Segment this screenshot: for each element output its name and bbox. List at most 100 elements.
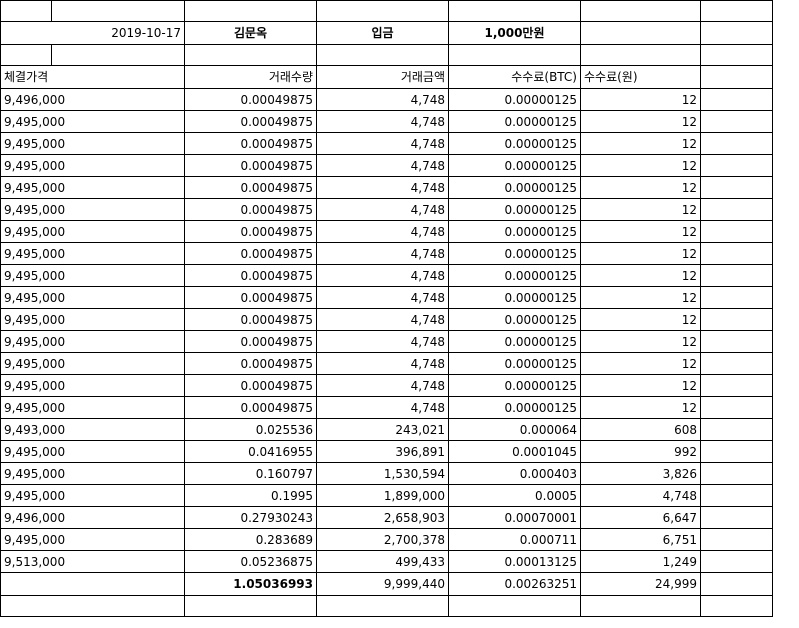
cell[interactable]	[700, 286, 773, 309]
cell[interactable]	[700, 132, 773, 155]
name-cell[interactable]: 김문옥	[184, 21, 317, 45]
cell[interactable]	[448, 0, 581, 22]
header-fee-krw[interactable]: 수수료(원)	[580, 65, 701, 89]
cell[interactable]	[316, 44, 449, 66]
qty-cell[interactable]: 0.05236875	[184, 550, 317, 573]
amount-cell[interactable]: 4,748	[316, 154, 449, 177]
fee-krw-cell[interactable]: 12	[580, 308, 701, 331]
fee-btc-cell[interactable]: 0.00070001	[448, 506, 581, 529]
fee-btc-cell[interactable]: 0.000064	[448, 418, 581, 441]
fee-krw-cell[interactable]: 12	[580, 396, 701, 419]
amount-cell[interactable]: 4,748	[316, 264, 449, 287]
cell[interactable]	[700, 110, 773, 133]
fee-krw-cell[interactable]: 12	[580, 154, 701, 177]
price-cell[interactable]: 9,495,000	[0, 176, 185, 199]
cell[interactable]	[700, 242, 773, 265]
qty-cell[interactable]: 0.0416955	[184, 440, 317, 463]
price-cell[interactable]: 9,495,000	[0, 330, 185, 353]
cell[interactable]	[700, 418, 773, 441]
fee-btc-cell[interactable]: 0.00000125	[448, 110, 581, 133]
price-cell[interactable]: 9,495,000	[0, 440, 185, 463]
qty-cell[interactable]: 0.00049875	[184, 88, 317, 111]
cell[interactable]	[700, 44, 773, 66]
cell[interactable]	[700, 198, 773, 221]
price-cell[interactable]: 9,495,000	[0, 110, 185, 133]
fee-btc-cell[interactable]: 0.00000125	[448, 308, 581, 331]
price-cell[interactable]: 9,495,000	[0, 242, 185, 265]
fee-krw-cell[interactable]: 12	[580, 330, 701, 353]
amount-cell[interactable]: 4,748	[316, 330, 449, 353]
qty-cell[interactable]: 0.00049875	[184, 198, 317, 221]
fee-krw-cell[interactable]: 12	[580, 264, 701, 287]
cell[interactable]	[700, 88, 773, 111]
fee-krw-cell[interactable]: 12	[580, 110, 701, 133]
amount-cell[interactable]: 4,748	[316, 132, 449, 155]
qty-cell[interactable]: 0.025536	[184, 418, 317, 441]
fee-krw-cell[interactable]: 12	[580, 220, 701, 243]
amount-cell[interactable]: 4,748	[316, 308, 449, 331]
qty-cell[interactable]: 0.1995	[184, 484, 317, 507]
fee-krw-cell[interactable]: 12	[580, 176, 701, 199]
amount-cell[interactable]: 4,748	[316, 176, 449, 199]
qty-cell[interactable]: 0.00049875	[184, 396, 317, 419]
cell[interactable]	[700, 595, 773, 617]
total-qty-cell[interactable]: 1.05036993	[184, 572, 317, 596]
price-cell[interactable]: 9,495,000	[0, 132, 185, 155]
price-cell[interactable]: 9,495,000	[0, 264, 185, 287]
cell[interactable]	[700, 550, 773, 573]
cell[interactable]	[700, 21, 773, 45]
amount-cell[interactable]: 4,748	[316, 286, 449, 309]
deposit-label-cell[interactable]: 입금	[316, 21, 449, 45]
cell[interactable]	[700, 528, 773, 551]
cell[interactable]	[0, 572, 185, 596]
price-cell[interactable]: 9,495,000	[0, 154, 185, 177]
cell[interactable]	[700, 220, 773, 243]
qty-cell[interactable]: 0.00049875	[184, 154, 317, 177]
qty-cell[interactable]: 0.00049875	[184, 330, 317, 353]
cell[interactable]	[700, 330, 773, 353]
fee-krw-cell[interactable]: 3,826	[580, 462, 701, 485]
fee-krw-cell[interactable]: 12	[580, 198, 701, 221]
cell[interactable]	[700, 176, 773, 199]
qty-cell[interactable]: 0.00049875	[184, 242, 317, 265]
cell[interactable]	[700, 462, 773, 485]
fee-btc-cell[interactable]: 0.00013125	[448, 550, 581, 573]
header-fee-btc[interactable]: 수수료(BTC)	[448, 65, 581, 89]
cell[interactable]	[700, 572, 773, 596]
cell[interactable]	[580, 44, 701, 66]
cell[interactable]	[448, 44, 581, 66]
amount-cell[interactable]: 2,658,903	[316, 506, 449, 529]
price-cell[interactable]: 9,495,000	[0, 528, 185, 551]
amount-cell[interactable]: 499,433	[316, 550, 449, 573]
fee-btc-cell[interactable]: 0.00000125	[448, 176, 581, 199]
cell[interactable]	[0, 0, 52, 22]
fee-btc-cell[interactable]: 0.00000125	[448, 132, 581, 155]
amount-cell[interactable]: 396,891	[316, 440, 449, 463]
deposit-amount-cell[interactable]: 1,000만원	[448, 21, 581, 45]
qty-cell[interactable]: 0.283689	[184, 528, 317, 551]
qty-cell[interactable]: 0.00049875	[184, 110, 317, 133]
qty-cell[interactable]: 0.00049875	[184, 132, 317, 155]
cell[interactable]	[316, 0, 449, 22]
fee-btc-cell[interactable]: 0.00000125	[448, 154, 581, 177]
price-cell[interactable]: 9,495,000	[0, 198, 185, 221]
fee-krw-cell[interactable]: 6,751	[580, 528, 701, 551]
qty-cell[interactable]: 0.00049875	[184, 220, 317, 243]
fee-krw-cell[interactable]: 12	[580, 242, 701, 265]
cell[interactable]	[700, 374, 773, 397]
cell[interactable]	[700, 65, 773, 89]
amount-cell[interactable]: 4,748	[316, 110, 449, 133]
date-cell[interactable]: 2019-10-17	[0, 21, 185, 45]
amount-cell[interactable]: 1,530,594	[316, 462, 449, 485]
qty-cell[interactable]: 0.160797	[184, 462, 317, 485]
amount-cell[interactable]: 4,748	[316, 220, 449, 243]
fee-krw-cell[interactable]: 6,647	[580, 506, 701, 529]
qty-cell[interactable]: 0.00049875	[184, 176, 317, 199]
price-cell[interactable]: 9,495,000	[0, 286, 185, 309]
fee-krw-cell[interactable]: 12	[580, 352, 701, 375]
price-cell[interactable]: 9,495,000	[0, 374, 185, 397]
price-cell[interactable]: 9,495,000	[0, 308, 185, 331]
total-amount-cell[interactable]: 9,999,440	[316, 572, 449, 596]
qty-cell[interactable]: 0.00049875	[184, 308, 317, 331]
price-cell[interactable]: 9,495,000	[0, 352, 185, 375]
